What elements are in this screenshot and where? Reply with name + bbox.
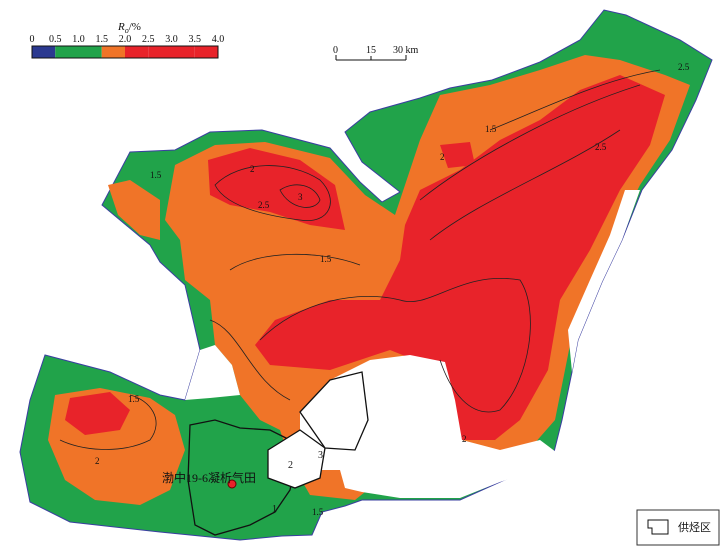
legend-title: Ro/% [117, 21, 141, 35]
supply-area-1 [187, 419, 296, 536]
key-symbol [647, 519, 669, 535]
contour-label: 2 [250, 164, 255, 174]
contour-label: 3 [298, 192, 303, 202]
contour-label: 1.5 [150, 170, 162, 180]
legend-swatch [148, 46, 172, 58]
legend-title-symbol: R [117, 21, 125, 33]
legend: Ro/% 0 0.5 1.0 1.5 2.0 2.5 3.0 3.5 4.0 [30, 21, 225, 59]
field-marker [227, 479, 237, 489]
legend-tick-label: 1.0 [72, 34, 85, 45]
red-zone [208, 148, 345, 230]
contour [489, 69, 661, 131]
field-label: 渤中19-6凝析气田 [162, 470, 256, 485]
contour [419, 84, 641, 241]
red-zone [65, 392, 130, 435]
legend-title-subscript: o [125, 26, 129, 35]
contour [279, 184, 321, 208]
zone-label: 2 [288, 460, 293, 471]
supply-area-2 [267, 429, 326, 489]
legend-swatch [125, 46, 149, 58]
contour-label: 1.5 [128, 394, 140, 404]
legend-frame [31, 45, 219, 59]
contour-label: 1.5 [320, 254, 332, 264]
red-zone [255, 75, 665, 440]
contour [214, 165, 331, 222]
zone-label: 3 [318, 450, 323, 461]
contour-label: 2.5 [258, 200, 270, 210]
white-zone [300, 355, 560, 498]
scale-bar [335, 55, 407, 61]
legend-tick-label: 0 [30, 34, 35, 45]
legend-tick-label: 1.5 [96, 34, 109, 45]
supply-area-3 [299, 371, 369, 451]
contour-label: 2.5 [595, 142, 607, 152]
scale-label: 15 [366, 45, 376, 56]
legend-swatch [55, 46, 79, 58]
zone-label: 1 [272, 504, 277, 515]
contour-label: 1.5 [485, 124, 497, 134]
legend-swatch [101, 46, 125, 58]
contour [59, 394, 157, 450]
orange-zone [108, 180, 160, 240]
contour-label: 2 [440, 152, 445, 162]
scale-label: 30 km [393, 45, 419, 56]
scale-label: 0 [333, 45, 338, 56]
red-zone [440, 142, 475, 168]
legend-tick-label: 4.0 [212, 34, 225, 45]
contour-label: 2 [95, 456, 100, 466]
contour [259, 278, 531, 413]
contour-label: 2 [462, 434, 467, 444]
white-zone [568, 190, 640, 372]
contour [209, 253, 361, 401]
legend-tick-label: 3.5 [189, 34, 202, 45]
white-zone [185, 345, 240, 400]
legend-tick-label: 0.5 [49, 34, 62, 45]
legend-swatch [194, 46, 218, 58]
legend-title-unit: /% [129, 21, 141, 33]
legend-tick-label: 3.0 [165, 34, 178, 45]
contour-label: 2.5 [678, 62, 690, 72]
legend-tick-label: 2.0 [119, 34, 132, 45]
legend-swatch [78, 46, 102, 58]
legend-tick-label: 2.5 [142, 34, 155, 45]
legend-swatch [32, 46, 56, 58]
legend-swatch [171, 46, 195, 58]
key-label: 供烃区 [678, 520, 711, 534]
contour-label: 1.5 [312, 507, 324, 517]
